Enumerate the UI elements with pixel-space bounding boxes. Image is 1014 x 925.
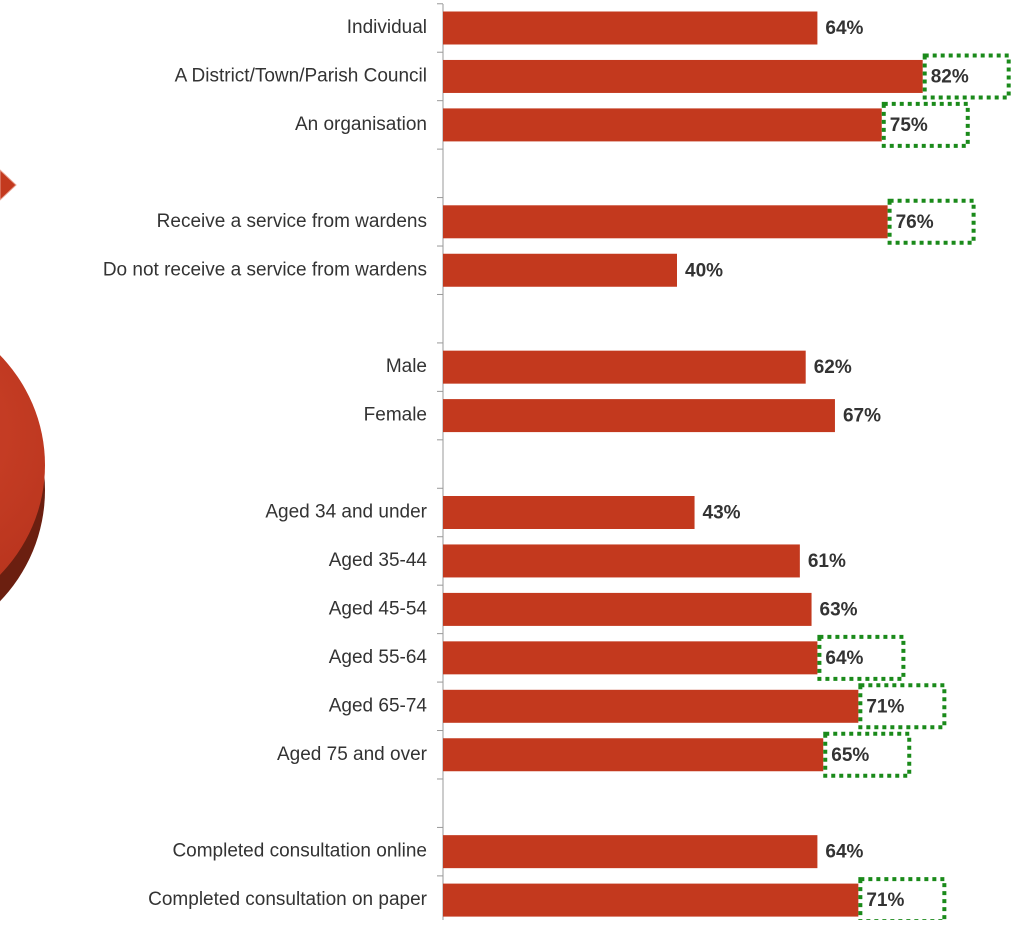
bar [443, 253, 677, 287]
value-label: 61% [808, 551, 846, 572]
value-label: 71% [866, 890, 904, 911]
highlight-box [922, 53, 1011, 100]
y-tick-label: Completed consultation online [172, 841, 427, 862]
bar [443, 689, 859, 723]
y-tick-label: Male [386, 356, 427, 377]
value-label: 65% [831, 745, 869, 766]
bar [443, 592, 812, 626]
highlight-box [817, 634, 906, 681]
value-label: 67% [843, 406, 881, 427]
bar [443, 399, 835, 433]
value-label: 62% [814, 357, 852, 378]
bar [443, 59, 923, 93]
bar [443, 835, 818, 869]
value-label: 64% [825, 842, 863, 863]
y-tick-label: Receive a service from wardens [157, 211, 427, 232]
y-tick-label: Individual [347, 17, 427, 38]
bar [443, 883, 859, 917]
y-tick-label: Aged 55-64 [329, 647, 428, 668]
value-label: 40% [685, 260, 723, 281]
y-tick-label: Aged 65-74 [329, 695, 428, 716]
y-tick-label: Aged 75 and over [277, 744, 428, 765]
y-tick-label: A District/Town/Parish Council [175, 65, 427, 86]
value-label: 75% [890, 115, 928, 136]
value-label: 64% [825, 18, 863, 39]
value-label: 43% [703, 503, 741, 524]
bar [443, 544, 800, 578]
y-tick-label: An organisation [295, 114, 427, 135]
y-tick-label: Female [364, 405, 427, 426]
decoration-arrow [0, 169, 17, 201]
bar [443, 11, 818, 45]
value-label: 82% [931, 66, 969, 87]
bar [443, 350, 806, 384]
bar [443, 496, 695, 529]
bar [443, 738, 824, 772]
value-label: 76% [896, 212, 934, 233]
value-label: 71% [866, 696, 904, 717]
y-tick-label: Aged 34 and under [265, 502, 427, 523]
y-tick-label: Do not receive a service from wardens [103, 259, 427, 280]
y-tick-label: Aged 35-44 [329, 550, 428, 571]
highlight-box [881, 101, 970, 148]
y-tick-label: Aged 45-54 [329, 598, 428, 619]
highlight-box [887, 198, 976, 245]
highlight-box [823, 731, 912, 778]
value-label: 63% [820, 599, 858, 620]
decoration-circle [0, 355, 45, 575]
bar [443, 641, 818, 675]
value-label: 64% [825, 648, 863, 669]
y-tick-label: Completed consultation on paper [148, 889, 428, 910]
bar [443, 205, 888, 239]
bar [443, 108, 882, 142]
highlight-box [858, 683, 947, 730]
